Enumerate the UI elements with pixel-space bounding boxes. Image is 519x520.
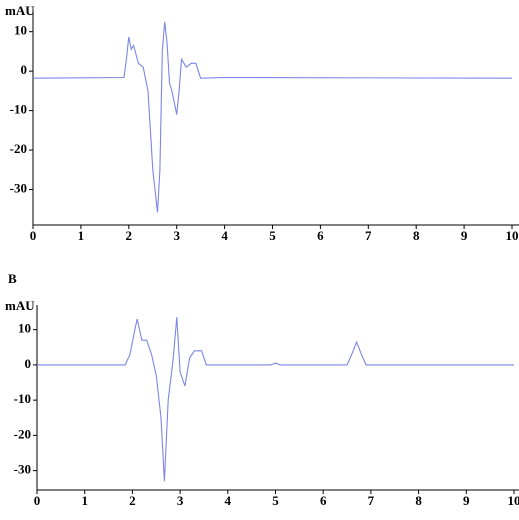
x-tick-label: 8 <box>415 493 422 508</box>
signal-line <box>32 21 513 213</box>
y-tick-label: -10 <box>10 102 27 117</box>
panel-label: B <box>8 271 17 286</box>
x-tick-label: 9 <box>463 493 470 508</box>
x-tick-label: 1 <box>81 493 88 508</box>
x-tick-label: 0 <box>30 228 37 243</box>
y-tick-label: 0 <box>25 356 32 371</box>
x-tick-label: 0 <box>34 493 41 508</box>
x-tick-label: 6 <box>320 493 327 508</box>
x-tick-label: 2 <box>126 228 133 243</box>
x-tick-label: 10 <box>506 228 519 243</box>
x-tick-label: 5 <box>272 493 279 508</box>
x-tick-label: 3 <box>173 228 180 243</box>
x-tick-label: 1 <box>78 228 85 243</box>
y-tick-label: -20 <box>10 141 27 156</box>
x-tick-label: 4 <box>225 493 232 508</box>
y-tick-label: -10 <box>14 391 31 406</box>
x-tick-label: 2 <box>129 493 136 508</box>
x-tick-label: 7 <box>368 493 375 508</box>
x-tick-label: 3 <box>177 493 184 508</box>
y-tick-label: 0 <box>21 62 28 77</box>
y-tick-label: -20 <box>14 426 31 441</box>
y-tick-label: -30 <box>10 180 27 195</box>
x-tick-label: 5 <box>269 228 276 243</box>
y-tick-label: 10 <box>18 321 31 336</box>
signal-line <box>37 317 514 482</box>
x-tick-label: 8 <box>413 228 420 243</box>
y-axis-label: mAU <box>5 298 35 313</box>
y-tick-label: 10 <box>14 23 27 38</box>
x-tick-label: 4 <box>221 228 228 243</box>
y-tick-label: -30 <box>14 462 31 477</box>
x-tick-label: 9 <box>461 228 468 243</box>
x-tick-label: 6 <box>317 228 324 243</box>
x-tick-label: 7 <box>365 228 372 243</box>
x-tick-label: 10 <box>508 493 519 508</box>
y-axis-label: mAU <box>5 3 35 18</box>
